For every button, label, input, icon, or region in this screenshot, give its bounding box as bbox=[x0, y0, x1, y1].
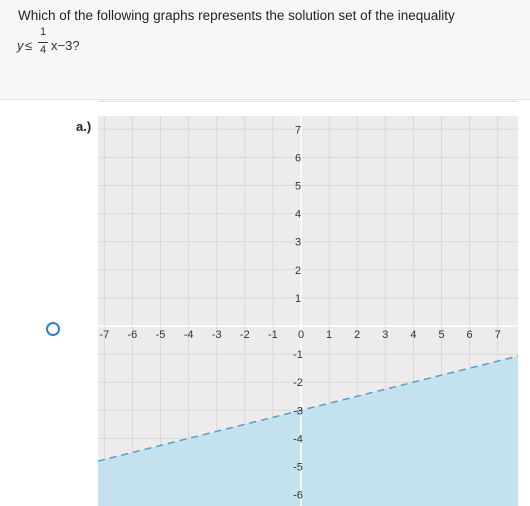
y-tick-label: -5 bbox=[293, 462, 303, 474]
question-text: Which of the following graphs represents… bbox=[18, 8, 455, 23]
boundary-line bbox=[97, 355, 519, 462]
x-tick-label: 4 bbox=[410, 329, 416, 341]
y-tick-label: 4 bbox=[295, 209, 301, 221]
x-tick-label: -2 bbox=[240, 329, 250, 341]
x-tick-label: -4 bbox=[184, 329, 194, 341]
x-tick-label: -6 bbox=[128, 329, 138, 341]
fraction-bar bbox=[38, 42, 48, 43]
y-tick-label: -4 bbox=[293, 433, 303, 445]
x-tick-label: -5 bbox=[156, 329, 166, 341]
y-tick-label: -3 bbox=[293, 405, 303, 417]
x-tick-label: 0 bbox=[298, 329, 304, 341]
x-tick-label: -1 bbox=[268, 329, 278, 341]
y-tick-label: 6 bbox=[295, 152, 301, 164]
x-tick-label: 3 bbox=[382, 329, 388, 341]
question-panel: Which of the following graphs represents… bbox=[0, 0, 530, 100]
fraction-denominator: 4 bbox=[40, 44, 47, 56]
math-relation: ≤ bbox=[25, 38, 33, 53]
option-radio-button[interactable] bbox=[46, 322, 60, 336]
y-tick-label: 5 bbox=[295, 181, 301, 193]
x-tick-label: 5 bbox=[438, 329, 444, 341]
x-tick-label: 2 bbox=[354, 329, 360, 341]
y-tick-label: 7 bbox=[295, 124, 301, 136]
math-rest: x−3? bbox=[51, 38, 80, 53]
fraction-numerator: 1 bbox=[40, 26, 47, 38]
math-lhs: y bbox=[17, 38, 24, 53]
y-tick-label: 1 bbox=[295, 293, 301, 305]
y-tick-label: 2 bbox=[295, 265, 301, 277]
x-tick-label: 6 bbox=[467, 329, 473, 341]
y-tick-label: -1 bbox=[293, 349, 303, 361]
option-label: a.) bbox=[76, 119, 92, 134]
x-tick-label: -3 bbox=[212, 329, 222, 341]
x-tick-label: -7 bbox=[99, 329, 109, 341]
y-tick-label: -2 bbox=[293, 377, 303, 389]
x-tick-label: 7 bbox=[495, 329, 501, 341]
y-tick-label: -6 bbox=[293, 490, 303, 502]
y-tick-label: 3 bbox=[295, 237, 301, 249]
shaded-solution-region bbox=[98, 356, 518, 506]
x-tick-label: 1 bbox=[326, 329, 332, 341]
